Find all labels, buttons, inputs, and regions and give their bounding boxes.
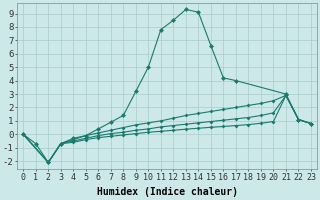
X-axis label: Humidex (Indice chaleur): Humidex (Indice chaleur) [97,187,238,197]
